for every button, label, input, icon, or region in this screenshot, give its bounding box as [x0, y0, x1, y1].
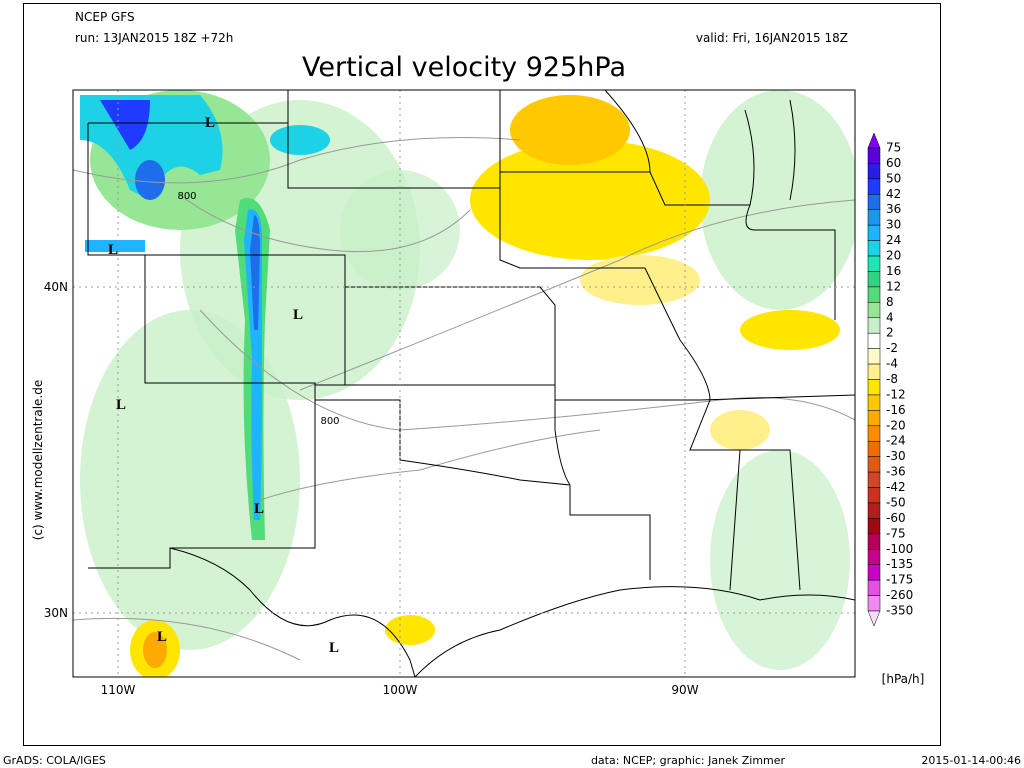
model-label: NCEP GFS: [75, 10, 135, 24]
lon-label: 110W: [101, 683, 136, 697]
colorbar-swatch: [867, 240, 881, 257]
colorbar-swatch: [867, 410, 881, 427]
colorbar-swatch: [867, 502, 881, 519]
colorbar-label: 75: [886, 141, 901, 155]
colorbar-label: -350: [886, 604, 913, 618]
colorbar-label: 2: [886, 326, 894, 340]
colorbar-label: 50: [886, 171, 901, 185]
colorbar-label: 20: [886, 249, 901, 263]
map: [72, 89, 856, 678]
lon-label: 100W: [383, 683, 418, 697]
colorbar-label: 36: [886, 202, 901, 216]
footer-right: 2015-01-14-00:46: [921, 754, 1021, 767]
map-frame: [72, 89, 856, 678]
colorbar-swatch: [867, 549, 881, 565]
colorbar-label: -4: [886, 357, 898, 371]
colorbar-swatch: [867, 533, 881, 550]
colorbar-swatch: [867, 209, 881, 226]
low-markers: L L L L L L L: [108, 115, 339, 656]
colorbar-swatch: [867, 348, 881, 365]
copyright: (c) www.modellzentrale.de: [31, 380, 45, 540]
colorbar-label: -12: [886, 387, 906, 401]
valid-label: valid: Fri, 16JAN2015 18Z: [696, 31, 848, 45]
colorbar-swatch: [867, 579, 881, 596]
colorbar-label: -36: [886, 465, 906, 479]
colorbar-swatch: [867, 394, 881, 411]
field: [80, 90, 855, 677]
colorbar-arrow: [867, 610, 881, 627]
contour-label: 800: [320, 416, 339, 427]
lon-label: 90W: [671, 683, 698, 697]
colorbar-label: -135: [886, 557, 913, 571]
colorbar-swatch: [867, 178, 881, 195]
colorbar-swatch: [867, 425, 881, 442]
colorbar-label: 16: [886, 264, 901, 278]
map-title: Vertical velocity 925hPa: [302, 52, 626, 83]
colorbar-label: 30: [886, 218, 901, 232]
colorbar-label: 4: [886, 310, 894, 324]
state-borders: [87, 90, 855, 677]
footer-center: data: NCEP; graphic: Janek Zimmer: [591, 754, 786, 767]
colorbar-label: -16: [886, 403, 906, 417]
low-marker: L: [293, 307, 303, 323]
colorbar-swatch: [867, 317, 881, 334]
colorbar-swatch: [867, 163, 881, 180]
footer-left: GrADS: COLA/IGES: [3, 754, 106, 767]
colorbar-swatch: [867, 286, 881, 303]
lat-label: 40N: [44, 280, 68, 294]
colorbar-label: -50: [886, 495, 906, 509]
colorbar-swatch: [867, 194, 881, 210]
colorbar-label: 12: [886, 279, 901, 293]
grid-lines: [73, 90, 855, 677]
colorbar-swatch: [867, 332, 881, 349]
colorbar-label: 8: [886, 295, 894, 309]
colorbar-swatch: [867, 302, 881, 319]
colorbar-label: 24: [886, 233, 901, 247]
colorbar-swatch: [867, 595, 881, 612]
low-marker: L: [254, 501, 264, 517]
colorbar-swatch: [867, 379, 881, 396]
colorbar-swatch: [867, 471, 881, 488]
colorbar-label: -75: [886, 526, 906, 540]
colorbar-label: -2: [886, 341, 898, 355]
colorbar-label: -42: [886, 480, 906, 494]
colorbar-label: -20: [886, 418, 906, 432]
lat-label: 30N: [44, 606, 68, 620]
colorbar-label: 60: [886, 156, 901, 170]
colorbar-swatch: [867, 255, 881, 272]
colorbar-swatch: [867, 487, 881, 504]
colorbar-label: -30: [886, 449, 906, 463]
contour-label: 800: [177, 191, 196, 202]
colorbar-swatch: [867, 363, 881, 380]
colorbar-label: -100: [886, 542, 913, 556]
colorbar: 75605042363024201612842-2-4-8-12-16-20-2…: [867, 132, 913, 627]
colorbar-label: -24: [886, 434, 906, 448]
low-marker: L: [157, 629, 167, 645]
colorbar-label: -175: [886, 573, 913, 587]
run-label: run: 13JAN2015 18Z +72h: [75, 31, 233, 45]
colorbar-label: -260: [886, 588, 913, 602]
low-marker: L: [205, 115, 215, 131]
low-marker: L: [116, 397, 126, 413]
colorbar-label: -60: [886, 511, 906, 525]
colorbar-swatch: [867, 224, 881, 241]
colorbar-unit: [hPa/h]: [882, 672, 925, 686]
colorbar-swatch: [867, 271, 881, 288]
colorbar-label: 42: [886, 187, 901, 201]
colorbar-swatch: [867, 440, 881, 457]
low-marker: L: [329, 640, 339, 656]
colorbar-swatch: [867, 518, 881, 535]
colorbar-swatch: [867, 147, 881, 164]
colorbar-label: -8: [886, 372, 898, 386]
colorbar-swatch: [867, 456, 881, 473]
colorbar-swatch: [867, 564, 881, 581]
low-marker: L: [108, 242, 118, 258]
